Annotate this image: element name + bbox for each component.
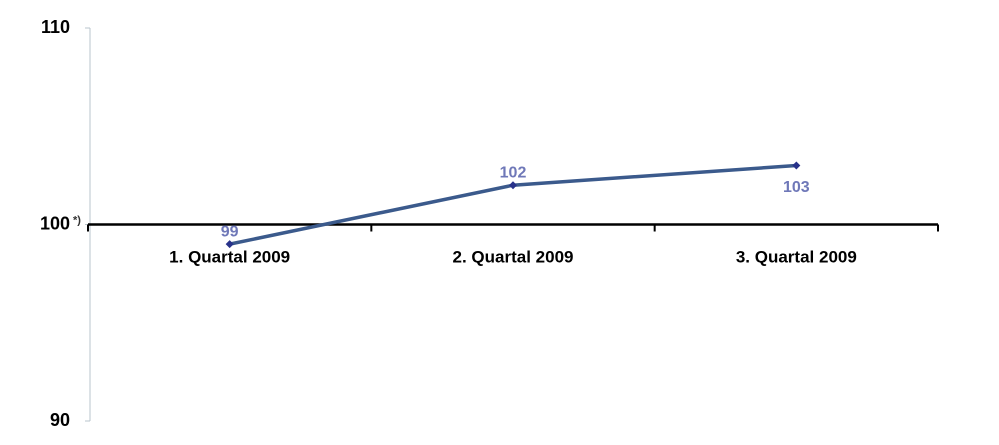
marker: [792, 161, 801, 170]
annotation: *): [73, 214, 81, 226]
data-label: 102: [500, 164, 527, 181]
marker: [225, 240, 234, 249]
marker: [509, 181, 517, 190]
x-tick-label: 3. Quartal 2009: [736, 247, 857, 266]
x-tick-label: 2. Quartal 2009: [453, 247, 574, 266]
y-tick-label: 90: [50, 410, 70, 430]
data-label: 99: [221, 223, 239, 240]
y-tick-label: 100: [40, 213, 70, 233]
data-label: 103: [783, 179, 810, 196]
y-tick-label: 110: [41, 17, 70, 37]
x-tick-label: 1. Quartal 2009: [169, 247, 290, 266]
